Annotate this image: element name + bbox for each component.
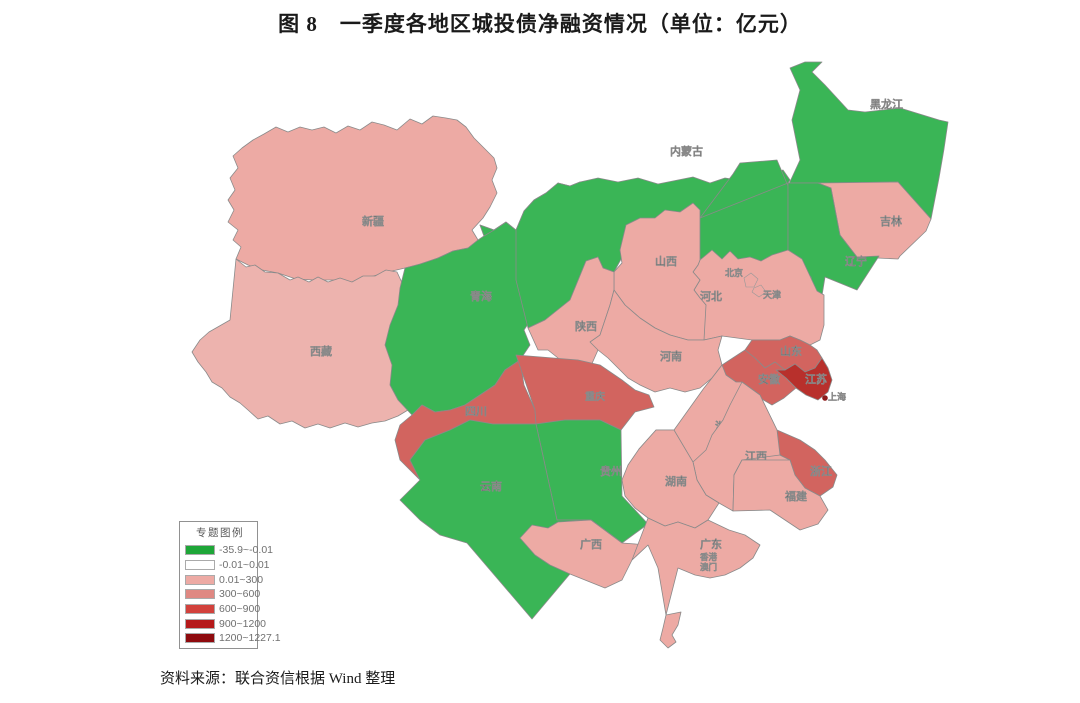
- svg-text:青海: 青海: [470, 289, 492, 303]
- svg-text:天津: 天津: [763, 290, 781, 300]
- svg-text:云南: 云南: [480, 480, 502, 493]
- svg-text:内蒙古: 内蒙古: [670, 144, 703, 158]
- svg-text:山西: 山西: [655, 255, 677, 268]
- svg-text:浙江: 浙江: [810, 465, 832, 478]
- svg-text:西藏: 西藏: [310, 345, 332, 358]
- svg-text:香港: 香港: [700, 552, 718, 562]
- svg-text:北京: 北京: [725, 267, 743, 278]
- svg-text:湖南: 湖南: [665, 475, 687, 488]
- svg-text:重庆: 重庆: [585, 390, 605, 403]
- svg-text:安徽: 安徽: [758, 372, 780, 386]
- svg-text:河南: 河南: [660, 350, 682, 363]
- svg-text:澳门: 澳门: [700, 562, 717, 572]
- svg-text:陕西: 陕西: [575, 319, 597, 333]
- svg-text:四川: 四川: [465, 406, 487, 418]
- svg-text:福建: 福建: [785, 489, 807, 503]
- svg-text:广西: 广西: [580, 538, 602, 551]
- svg-text:河北: 河北: [700, 290, 722, 303]
- svg-text:吉林: 吉林: [880, 214, 902, 228]
- svg-text:黑龙江: 黑龙江: [870, 98, 903, 111]
- svg-text:江苏: 江苏: [805, 373, 827, 386]
- svg-text:广东: 广东: [700, 538, 722, 551]
- svg-text:上海: 上海: [828, 391, 846, 402]
- svg-text:辽宁: 辽宁: [845, 254, 867, 268]
- svg-text:新疆: 新疆: [362, 214, 384, 228]
- svg-text:贵州: 贵州: [600, 465, 622, 478]
- svg-text:山东: 山东: [780, 345, 802, 358]
